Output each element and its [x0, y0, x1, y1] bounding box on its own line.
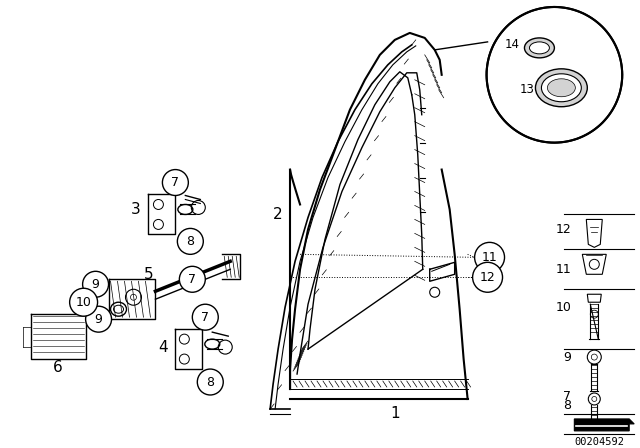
Circle shape	[472, 263, 502, 292]
Circle shape	[193, 304, 218, 330]
Text: 9: 9	[92, 278, 99, 291]
Text: 9: 9	[563, 351, 572, 364]
Circle shape	[475, 242, 504, 272]
Text: 6: 6	[53, 360, 63, 375]
Text: 3: 3	[131, 202, 140, 217]
Ellipse shape	[536, 69, 588, 107]
Circle shape	[486, 7, 622, 142]
Text: 10: 10	[556, 301, 572, 314]
Circle shape	[177, 228, 204, 254]
Ellipse shape	[524, 38, 554, 58]
Ellipse shape	[547, 79, 575, 97]
Text: 8: 8	[206, 375, 214, 388]
Text: 8: 8	[186, 235, 195, 248]
Circle shape	[70, 288, 97, 316]
Text: 12: 12	[556, 223, 572, 236]
Ellipse shape	[541, 74, 581, 102]
Text: 12: 12	[480, 271, 495, 284]
Text: 14: 14	[504, 39, 520, 52]
Text: 00204592: 00204592	[574, 437, 624, 447]
Text: 8: 8	[563, 400, 572, 413]
Text: 2: 2	[273, 207, 283, 222]
Text: 4: 4	[159, 340, 168, 355]
Circle shape	[179, 266, 205, 292]
Text: 7: 7	[202, 310, 209, 324]
Circle shape	[163, 169, 188, 195]
Text: 1: 1	[390, 406, 399, 422]
Text: 10: 10	[76, 296, 92, 309]
Circle shape	[86, 306, 111, 332]
Circle shape	[83, 271, 109, 297]
Text: 7: 7	[563, 391, 572, 404]
Circle shape	[197, 369, 223, 395]
Ellipse shape	[529, 42, 549, 54]
Text: 7: 7	[188, 273, 196, 286]
Text: 7: 7	[172, 176, 179, 189]
Polygon shape	[574, 419, 634, 431]
Text: 5: 5	[143, 267, 153, 282]
Text: 13: 13	[520, 83, 534, 96]
Text: 11: 11	[482, 251, 497, 264]
Text: 9: 9	[95, 313, 102, 326]
Text: 11: 11	[556, 263, 572, 276]
